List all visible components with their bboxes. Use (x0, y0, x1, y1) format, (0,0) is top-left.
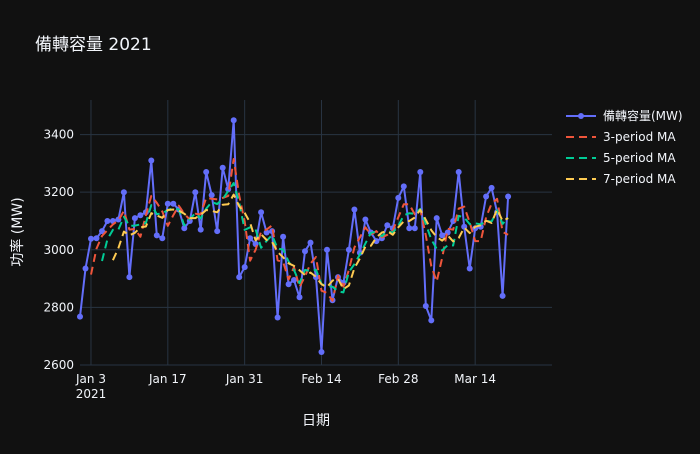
data-point (411, 225, 418, 232)
data-point (197, 226, 204, 233)
data-point (203, 169, 210, 175)
data-point (439, 232, 446, 239)
plot-background (80, 100, 552, 365)
data-point (93, 235, 100, 242)
data-point (88, 235, 94, 242)
data-point (120, 189, 127, 196)
data-point (159, 235, 166, 242)
data-point (483, 193, 490, 200)
legend-marker (578, 113, 584, 119)
series-3 (111, 193, 509, 291)
data-point (345, 246, 352, 253)
data-point (433, 215, 440, 222)
data-point (77, 313, 83, 320)
series-layer (77, 117, 512, 355)
x-axis-title: 日期 (302, 413, 330, 429)
x-tick-label: Jan 17 (148, 372, 187, 386)
data-point (351, 206, 358, 213)
data-point (131, 215, 138, 222)
data-point (82, 265, 89, 272)
x-tick-sublabel: 2021 (76, 387, 107, 401)
data-point (126, 274, 133, 281)
data-point (208, 192, 215, 199)
data-point (417, 169, 424, 175)
data-point (181, 225, 188, 232)
data-point (324, 246, 330, 253)
data-point (164, 200, 171, 207)
data-point (285, 281, 292, 288)
data-point (373, 238, 380, 245)
y-tick-label: 3400 (43, 128, 74, 142)
x-tick-label: Feb 28 (378, 372, 418, 386)
legend-label: 備轉容量(MW) (603, 108, 683, 123)
data-point (384, 222, 391, 229)
data-point (104, 218, 111, 224)
data-point (274, 314, 281, 321)
data-point (258, 209, 265, 216)
series-line (90, 158, 509, 302)
data-point (450, 218, 457, 224)
y-tick-label: 3000 (43, 243, 74, 257)
data-point (296, 294, 303, 301)
data-point (137, 212, 144, 219)
legend[interactable]: 備轉容量(MW) 3-period MA 5-period MA 7-period M… (566, 108, 683, 186)
data-point (318, 349, 325, 355)
legend-label: 5-period MA (603, 151, 676, 165)
y-tick-label: 3200 (43, 185, 74, 199)
chart-title: 備轉容量 2021 (35, 35, 152, 55)
data-point (395, 194, 402, 201)
x-tick-label: Jan 31 (225, 372, 264, 386)
series-0 (77, 117, 512, 355)
data-point (241, 264, 248, 271)
data-point (302, 248, 308, 255)
legend-item[interactable]: 備轉容量(MW) (566, 108, 683, 123)
data-point (307, 239, 314, 246)
y-tick-label: 2600 (43, 358, 74, 372)
data-point (99, 228, 105, 235)
x-tick-label: Jan 3 (75, 372, 106, 386)
data-point (488, 184, 495, 191)
data-point (362, 216, 369, 223)
data-point (153, 232, 160, 239)
data-point (192, 189, 199, 196)
data-point (291, 277, 297, 283)
data-point (428, 317, 435, 324)
data-point (499, 292, 506, 299)
data-point (230, 117, 237, 124)
data-point (247, 235, 254, 242)
data-point (422, 303, 429, 309)
data-point (214, 228, 221, 235)
data-point (280, 233, 287, 240)
legend-label: 3-period MA (603, 130, 676, 144)
data-point (406, 225, 413, 232)
x-tick-label: Feb 14 (301, 372, 341, 386)
legend-item[interactable]: 7-period MA (566, 172, 676, 186)
data-point (455, 169, 462, 175)
data-point (466, 265, 473, 272)
y-tick-label: 2800 (43, 300, 74, 314)
legend-item[interactable]: 5-period MA (566, 151, 676, 165)
legend-label: 7-period MA (603, 172, 676, 186)
x-tick-label: Mar 14 (454, 372, 496, 386)
data-point (505, 193, 512, 200)
data-point (236, 274, 243, 281)
data-point (219, 164, 226, 171)
y-axis-title: 功率 (MW) (9, 197, 26, 266)
data-point (400, 183, 407, 190)
series-line (111, 193, 509, 291)
data-point (170, 200, 177, 207)
legend-item[interactable]: 3-period MA (566, 130, 676, 144)
series-1 (90, 158, 509, 302)
data-point (148, 157, 155, 164)
